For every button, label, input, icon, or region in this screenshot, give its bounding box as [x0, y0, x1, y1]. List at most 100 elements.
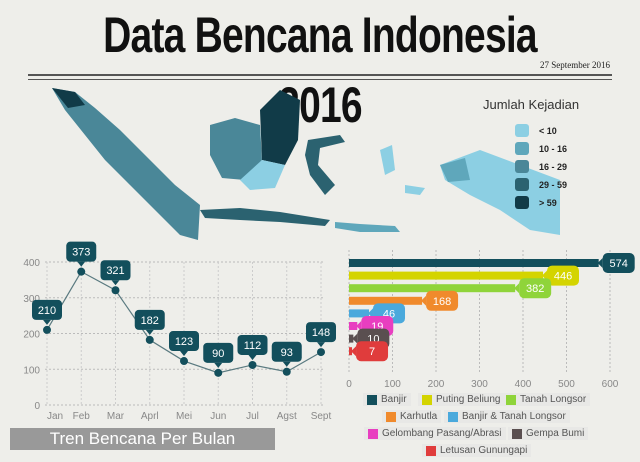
data-label-pointer [248, 354, 257, 360]
data-point [282, 367, 291, 376]
bar [349, 322, 358, 330]
bar-value-pointer [542, 270, 548, 281]
data-label-bubble [32, 299, 62, 320]
x-tick-label: Jun [210, 411, 226, 422]
bar [349, 271, 544, 280]
data-label-bubble [169, 331, 199, 352]
bar-legend-item: Banjir & Tanah Longsor [444, 410, 570, 423]
legend-swatch [515, 178, 529, 191]
data-label: 123 [175, 336, 193, 348]
bar-value-pointer [597, 258, 603, 268]
x-tick-label: 400 [515, 379, 532, 390]
data-label: 148 [312, 327, 330, 339]
data-point [77, 267, 86, 276]
legend-swatch [515, 196, 529, 209]
x-tick-label: 300 [471, 379, 488, 390]
data-label-bubble [66, 241, 97, 262]
bar-value-bubble [426, 290, 459, 311]
bar-value-label: 382 [526, 283, 544, 295]
legend-label: 16 - 29 [539, 161, 568, 172]
kalimantan-east [260, 90, 300, 165]
map-legend-item: > 59 [515, 196, 557, 209]
legend-swatch [515, 160, 529, 173]
data-label: 182 [141, 315, 159, 327]
bar [349, 347, 353, 356]
data-point [317, 348, 325, 357]
legend-swatch [426, 445, 436, 456]
bar [349, 284, 516, 293]
data-label-bubble [237, 334, 268, 355]
legend-swatch [515, 124, 529, 137]
sumatra-north [52, 88, 85, 108]
kalimantan-west [210, 118, 262, 180]
data-label: 90 [212, 348, 224, 360]
data-label-pointer [77, 261, 86, 267]
data-label-pointer [111, 280, 120, 286]
data-label-pointer [145, 329, 154, 335]
line-chart: 0 100 200 300 400 Jan Feb Mar Aprl Mei Jun Jul Agst S… [23, 241, 336, 422]
divider [28, 79, 612, 80]
bar-value-pointer [421, 295, 427, 306]
x-tick-label: Sept [311, 411, 332, 422]
x-tick-label: 200 [428, 379, 445, 390]
x-tick-label: 600 [602, 379, 619, 390]
legend-swatch [368, 428, 378, 439]
map-legend-item: 29 - 59 [515, 178, 567, 191]
x-tick-label: Feb [73, 411, 91, 422]
legend-swatch [386, 411, 396, 422]
x-tick-label: 100 [384, 379, 401, 390]
data-label-pointer [214, 362, 223, 368]
bar-value-pointer [352, 333, 358, 344]
data-label-bubble [134, 309, 165, 330]
date: 27 September 2016 [540, 60, 610, 70]
map-legend-item: 16 - 29 [515, 160, 567, 173]
kalimantan-south [240, 160, 285, 190]
data-label: 93 [281, 347, 293, 359]
bar-legend-item: Gempa Bumi [508, 427, 589, 440]
x-tick-label: 500 [558, 379, 575, 390]
data-point [43, 325, 51, 334]
map-legend-item: 10 - 16 [515, 142, 567, 155]
legend-label: Karhutla [400, 411, 438, 422]
y-tick-label: 100 [23, 365, 40, 376]
bar-legend-item: Letusan Gunungapi [422, 444, 532, 457]
data-label: 373 [72, 247, 90, 259]
bar-value-bubble [519, 278, 552, 299]
java [200, 208, 330, 226]
legend-swatch [367, 394, 377, 405]
map-legend-title: Jumlah Kejadian [483, 97, 580, 112]
x-tick-label: Aprl [141, 411, 159, 422]
sumatra [52, 88, 200, 240]
data-label-pointer [317, 342, 325, 348]
legend-label: > 59 [539, 197, 557, 208]
data-point [180, 357, 188, 366]
legend-swatch [448, 411, 458, 422]
maluku [380, 145, 425, 195]
bar [349, 296, 423, 305]
line-chart-title: Tren Bencana Per Bulan [10, 428, 275, 450]
data-point [111, 286, 120, 295]
x-tick-label: Jan [47, 411, 63, 422]
bar-value-bubble [602, 253, 635, 273]
bar-value-pointer [356, 321, 362, 331]
bar [349, 334, 354, 343]
bar-value-label: 446 [554, 271, 572, 283]
legend-label: Puting Beliung [436, 394, 501, 405]
x-tick-label: Mei [176, 411, 192, 422]
bar-legend-item: Banjir [363, 393, 411, 406]
legend-swatch [422, 394, 432, 405]
bar-value-pointer [368, 308, 374, 319]
legend-swatch [506, 394, 516, 405]
legend-label: Letusan Gunungapi [440, 445, 528, 456]
data-point [214, 368, 223, 377]
bar [349, 309, 370, 318]
x-tick-label: 0 [346, 379, 352, 390]
page-title: Data Bencana Indonesia 2016 [103, 7, 537, 133]
x-tick-label: Mar [107, 411, 125, 422]
data-point [248, 360, 257, 369]
data-label-bubble [306, 322, 336, 343]
bar-value-label: 168 [433, 296, 451, 308]
bar-legend-item: Puting Beliung [418, 393, 505, 406]
